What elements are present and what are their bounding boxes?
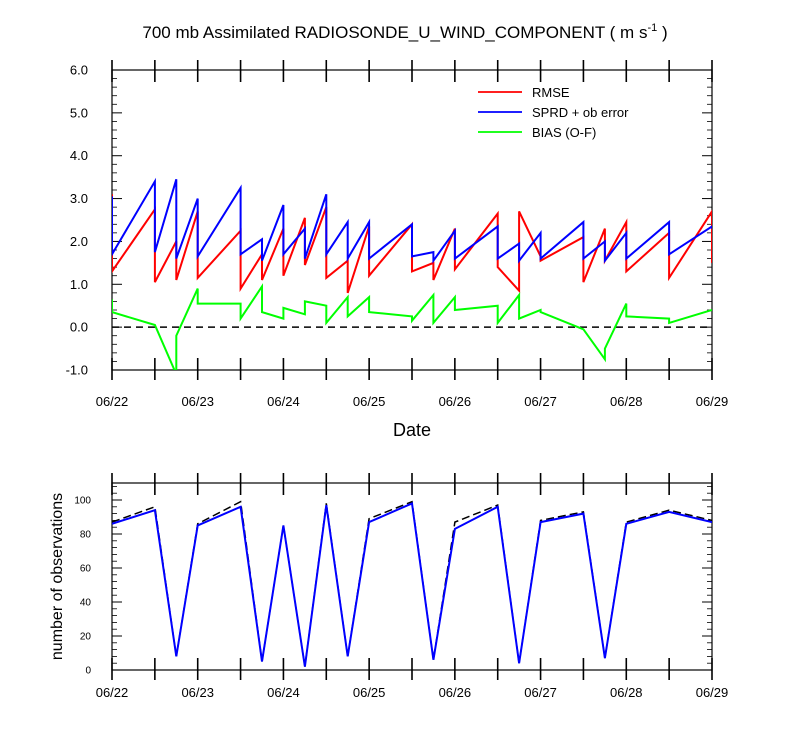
y-tick-label: 5.0 (70, 105, 88, 120)
x-tick-label: 06/27 (524, 685, 557, 700)
chart-title-exponent: -1 (647, 22, 657, 34)
y-tick-label: 80 (80, 530, 92, 541)
x-tick-label: 06/23 (181, 685, 214, 700)
chart-title-close: ) (657, 23, 667, 42)
legend-label: BIAS (O-F) (532, 125, 596, 140)
series-group (112, 177, 712, 370)
legend: RMSE SPRD + ob error BIAS (O-F) (478, 85, 629, 140)
x-tick-label: 06/27 (524, 394, 557, 409)
x-tick-label: 06/25 (353, 394, 386, 409)
y-tick-label: 3.0 (70, 191, 88, 206)
x-tick-label: 06/22 (96, 685, 129, 700)
legend-label: RMSE (532, 85, 570, 100)
series-line-bias-o-f- (112, 283, 712, 370)
x-axis-title: Date (393, 420, 431, 440)
y-tick-label: 60 (80, 564, 92, 575)
x-tick-label: 06/23 (181, 394, 214, 409)
y-tick-label: 0 (85, 666, 91, 677)
x-tick-label: 06/28 (610, 685, 643, 700)
x-tick-label: 06/26 (439, 394, 472, 409)
series-line-sprd-ob-error (112, 177, 712, 264)
chart-title: 700 mb Assimilated RADIOSONDE_U_WIND_COM… (142, 22, 667, 42)
series-line-possible (112, 500, 712, 667)
x-tick-label: 06/26 (439, 685, 472, 700)
x-tick-label: 06/25 (353, 685, 386, 700)
x-tick-label: 06/29 (696, 394, 729, 409)
y-tick-label: 6.0 (70, 63, 88, 78)
y-tick-label: -1.0 (66, 363, 88, 378)
series-line-used (112, 501, 712, 667)
y-tick-label: 1.0 (70, 277, 88, 292)
y-axis-title: number of observations (49, 493, 66, 660)
y-tick-label: 0.0 (70, 320, 88, 335)
x-tick-label: 06/24 (267, 685, 300, 700)
legend-label: SPRD + ob error (532, 105, 629, 120)
series-line-rmse (112, 194, 712, 294)
series-group (112, 500, 712, 667)
y-tick-label: 20 (80, 632, 92, 643)
y-tick-label: 40 (80, 598, 92, 609)
bottom-chart: 0 20 40 60 80 100 06/22 06/23 06/24 06/25 06/26 06/… (49, 473, 728, 700)
y-tick-label: 2.0 (70, 234, 88, 249)
plot-frame (111, 482, 713, 671)
chart-title-main: 700 mb Assimilated RADIOSONDE_U_WIND_COM… (142, 23, 647, 42)
x-tick-label: 06/28 (610, 394, 643, 409)
y-tick-label: 4.0 (70, 148, 88, 163)
x-tick-label: 06/24 (267, 394, 300, 409)
y-tick-label: 100 (74, 496, 91, 507)
x-tick-label: 06/29 (696, 685, 729, 700)
top-chart: -1.0 0.0 1.0 2.0 3.0 4.0 5.0 6.0 06/22 06/23 06/24… (66, 60, 729, 440)
x-tick-label: 06/22 (96, 394, 129, 409)
